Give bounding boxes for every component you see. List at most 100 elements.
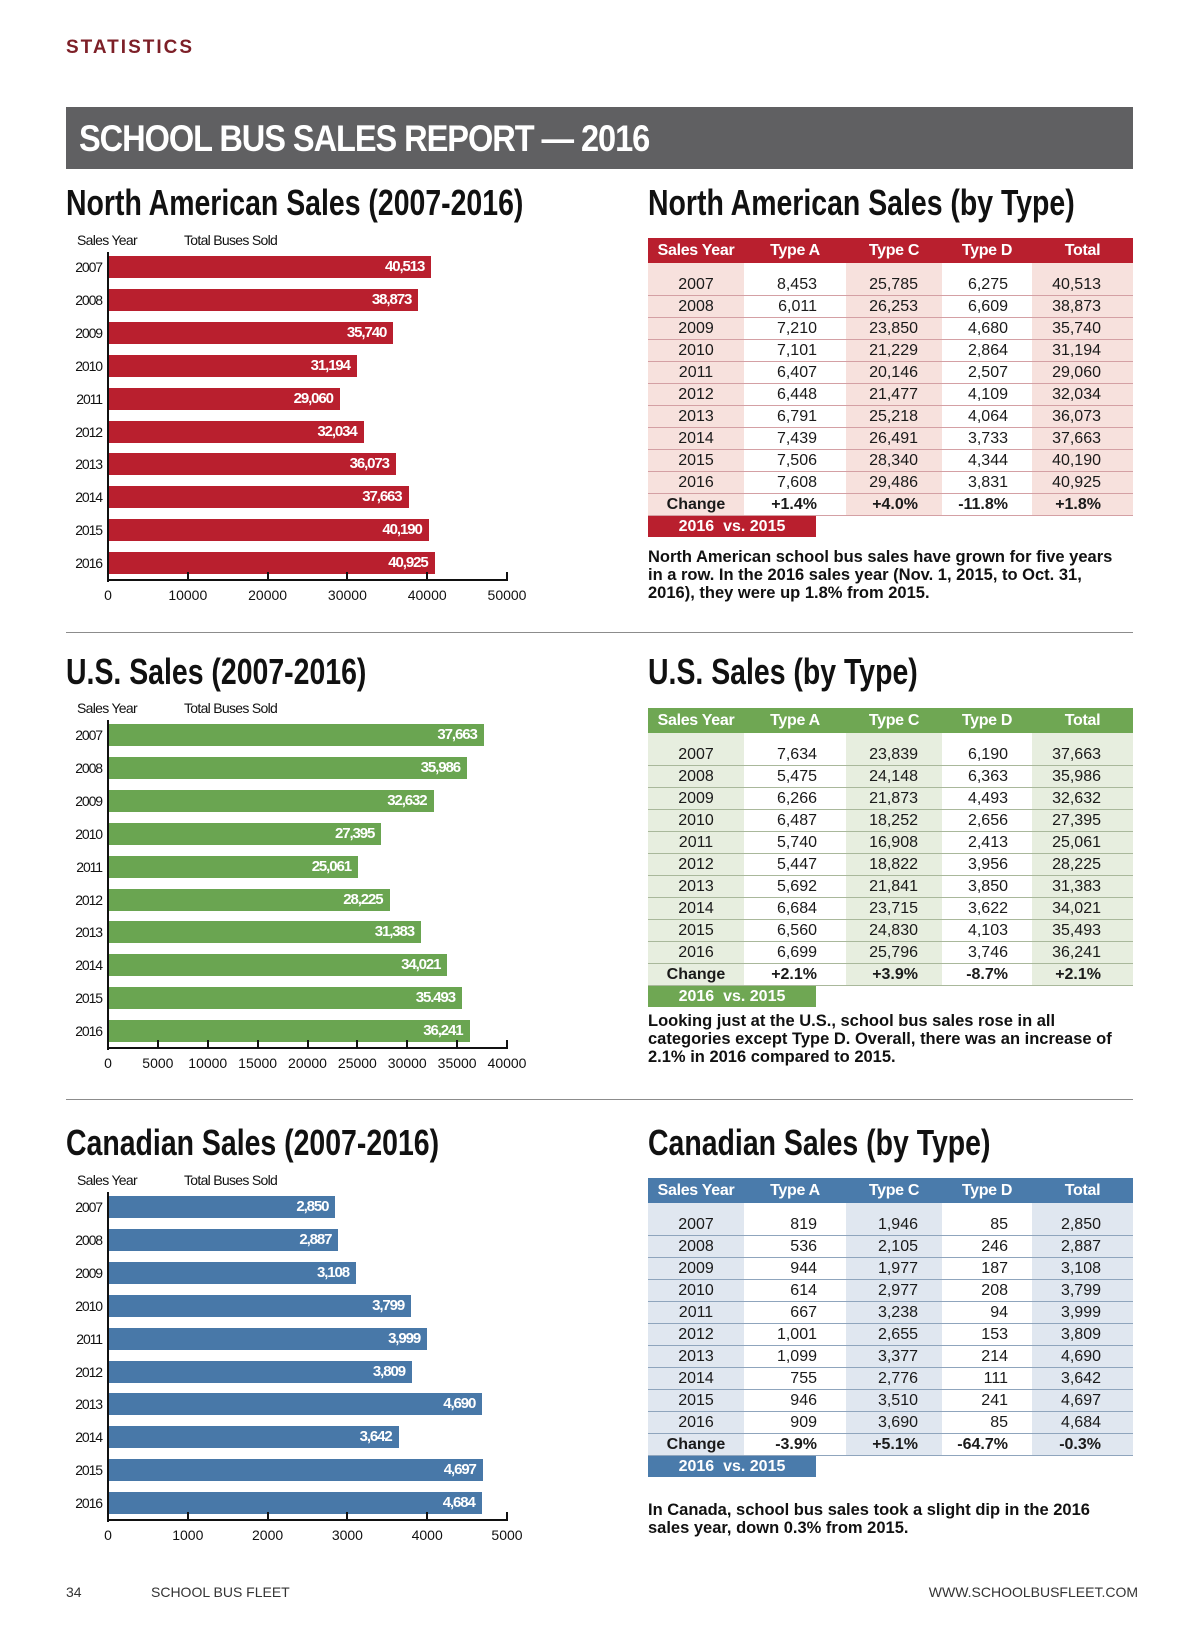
table-cell: 3,510 [877, 1392, 918, 1409]
table-cell: 7,634 [776, 746, 817, 763]
table-cell: 34,021 [1052, 900, 1101, 917]
bar: 31,194 [108, 354, 357, 377]
x-axis-label: Total Buses Sold [184, 1172, 278, 1188]
bar-value-label: 37,663 [362, 488, 402, 506]
x-tick-label: 35000 [437, 1055, 477, 1071]
year-label: 2009 [75, 324, 103, 341]
x-tick [107, 572, 109, 580]
x-tick-label: 5000 [491, 1527, 523, 1543]
table-cell: 24,148 [869, 768, 918, 785]
table-header-row: Sales Year Type A Type C Type D Total [648, 238, 1133, 263]
table-cell: 2009 [678, 1260, 714, 1277]
year-label: 2012 [75, 1363, 103, 1380]
table-cell: 2,105 [877, 1238, 918, 1255]
column-shading [648, 733, 744, 986]
year-label: 2013 [75, 1396, 103, 1413]
year-label: 2010 [75, 357, 103, 374]
table-cell: 36,073 [1052, 408, 1101, 425]
change-cell: -64.7% [957, 1436, 1008, 1453]
table-row: 2015 7,506 28,340 4,344 40,190 [648, 450, 1133, 472]
x-tick-label: 5000 [142, 1055, 174, 1071]
table-cell: 667 [790, 1304, 817, 1321]
change-cell: Change [666, 1436, 726, 1453]
column-header: Type A [770, 1182, 820, 1199]
table-cell: 2007 [678, 276, 714, 293]
column-header: Sales Year [657, 242, 735, 259]
table-row: 2010 614 2,977 208 3,799 [648, 1280, 1133, 1302]
bar: 40,513 [108, 256, 432, 278]
year-label: 2015 [75, 1462, 103, 1479]
year-label: 2010 [75, 825, 103, 842]
table-cell: 20,146 [869, 364, 918, 381]
column-header: Type C [868, 1182, 920, 1199]
column-header: Type C [868, 242, 920, 259]
table-cell: 6,190 [967, 746, 1008, 763]
table-row: 2007 819 1,946 85 2,850 [648, 1214, 1133, 1236]
column-header: Type C [868, 712, 920, 729]
x-tick-label: 1000 [172, 1527, 204, 1543]
x-tick-label: 0 [104, 587, 112, 603]
x-tick [506, 1512, 508, 1520]
table-cell: 2009 [678, 790, 714, 807]
y-axis-line [107, 252, 109, 582]
bar: 2,887 [108, 1228, 339, 1251]
column-shading [846, 733, 942, 986]
table-cell: 1,946 [877, 1216, 918, 1233]
bar: 3,108 [108, 1261, 357, 1284]
table-cell: 3,831 [967, 474, 1008, 491]
table-cell: 6,609 [967, 298, 1008, 315]
column-header: Type D [961, 242, 1013, 259]
table-cell: 23,715 [869, 900, 918, 917]
change-cell: Change [666, 966, 726, 983]
table-cell: 31,194 [1052, 342, 1101, 359]
table-cell: 16,908 [869, 834, 918, 851]
x-tick-label: 0 [104, 1527, 112, 1543]
year-label: 2007 [75, 1199, 103, 1215]
comparison-tab: 2016 vs. 2015 [648, 516, 816, 537]
x-tick-label: 3000 [331, 1527, 363, 1543]
table-header-row: Sales Year Type A Type C Type D Total [648, 1178, 1133, 1203]
bar-value-label: 2,887 [299, 1230, 332, 1248]
bar: 25,061 [108, 855, 358, 878]
summary-text: North American school bus sales have gro… [648, 548, 1113, 602]
north-america-type-table: Sales Year Type A Type C Type D Total 2007 8,4… [648, 238, 1133, 537]
bar: 38,873 [108, 288, 419, 311]
table-cell: 4,680 [967, 320, 1008, 337]
publication-name: SCHOOL BUS FLEET [151, 1584, 290, 1600]
bar: 37,663 [108, 486, 409, 509]
table-cell: 2014 [678, 1370, 714, 1387]
table-cell: 2014 [678, 430, 714, 447]
x-axis-label: Total Buses Sold [184, 700, 278, 716]
table-cell: 35,493 [1052, 922, 1101, 939]
chart-title: U.S. Sales (2007-2016) [66, 651, 367, 692]
x-tick-label: 30000 [327, 587, 367, 603]
table-cell: 614 [790, 1282, 817, 1299]
column-shading [1032, 263, 1133, 516]
bar: 31,383 [108, 921, 422, 944]
bar: 29,060 [108, 387, 340, 410]
table-cell: 2015 [678, 922, 714, 939]
bar: 3,809 [108, 1360, 412, 1383]
x-axis-label: Total Buses Sold [184, 232, 278, 248]
section-label: STATISTICS [66, 37, 195, 58]
table-cell: 944 [790, 1260, 817, 1277]
table-cell: 246 [981, 1238, 1008, 1255]
table-cell: 2016 [678, 1414, 714, 1431]
table-row: 2013 6,791 25,218 4,064 36,073 [648, 406, 1133, 428]
us-bar-chart: Sales Year Total Buses Sold 2007 37,663 20… [66, 698, 546, 1078]
change-cell: +1.8% [1055, 496, 1101, 513]
bar-value-label: 35.493 [415, 989, 456, 1007]
table-cell: 3,850 [967, 878, 1008, 895]
bar: 35.493 [108, 987, 463, 1010]
bar-value-label: 3,108 [316, 1263, 350, 1281]
bar: 2,850 [108, 1196, 336, 1218]
table-cell: 4,697 [1060, 1392, 1101, 1409]
section-divider [66, 632, 1133, 633]
table-cell: 85 [990, 1216, 1008, 1233]
table-row: 2016 7,608 29,486 3,831 40,925 [648, 472, 1133, 494]
x-tick [406, 1040, 409, 1048]
x-tick-label: 30000 [387, 1055, 427, 1071]
table-cell: 4,064 [967, 408, 1008, 425]
change-cell: +2.1% [1055, 966, 1101, 983]
x-tick [107, 1512, 109, 1520]
